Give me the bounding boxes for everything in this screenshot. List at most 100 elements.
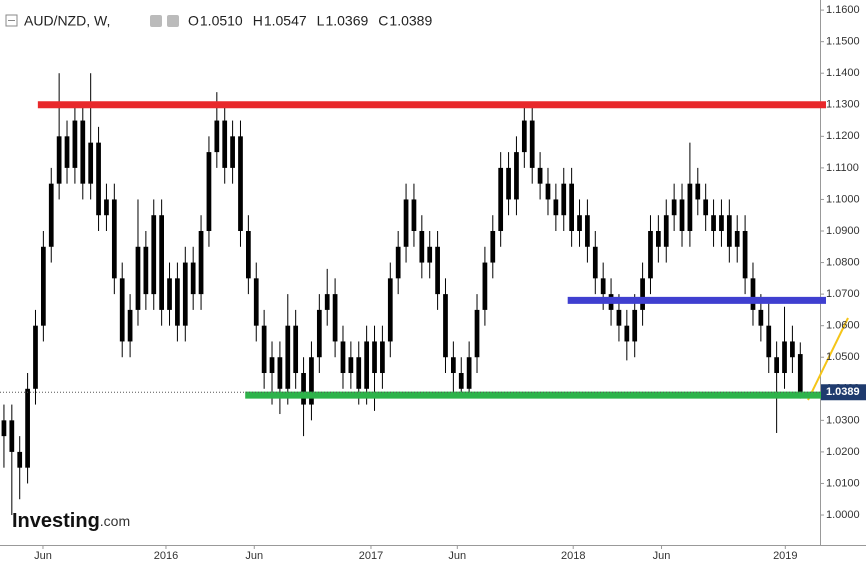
y-tick-label: 1.1000 bbox=[826, 193, 860, 205]
y-tick-label: 1.0600 bbox=[826, 320, 860, 332]
candle-body bbox=[537, 167, 543, 184]
candle-body bbox=[758, 309, 764, 326]
candle-body bbox=[443, 294, 448, 358]
candle-body bbox=[119, 278, 125, 342]
candle-body bbox=[340, 341, 346, 374]
candle-body bbox=[269, 357, 275, 374]
y-tick-label: 1.0900 bbox=[826, 225, 860, 237]
candle-body bbox=[569, 183, 574, 232]
candle-body bbox=[427, 246, 433, 263]
candle-body bbox=[506, 167, 511, 200]
candle-body bbox=[48, 183, 54, 247]
candle-body bbox=[695, 183, 701, 200]
candle-body bbox=[561, 183, 567, 216]
y-tick-label: 1.1100 bbox=[826, 162, 859, 174]
y-tick-label: 1.0500 bbox=[826, 351, 860, 363]
ohlc-value: 1.0510 bbox=[200, 13, 243, 29]
candle-body bbox=[648, 231, 653, 279]
candle-body bbox=[41, 246, 46, 326]
candle-body bbox=[750, 278, 756, 310]
candle-body bbox=[435, 246, 440, 295]
x-tick-label: 2017 bbox=[359, 550, 383, 562]
candle-body bbox=[246, 231, 251, 279]
candle-body bbox=[1, 420, 7, 437]
candle-body bbox=[719, 215, 724, 232]
candle-body bbox=[167, 278, 172, 310]
candle-body bbox=[17, 451, 23, 468]
x-tick-label: 2016 bbox=[154, 550, 178, 562]
candle-body bbox=[159, 215, 164, 310]
logo-suffix: .com bbox=[100, 513, 130, 529]
candle-body bbox=[316, 309, 322, 358]
symbol: AUD/NZD, W, bbox=[24, 13, 110, 29]
candle-body bbox=[742, 231, 748, 279]
candle-body bbox=[466, 357, 472, 389]
y-tick-label: 1.1200 bbox=[826, 130, 860, 142]
candle-body bbox=[104, 199, 109, 216]
candle-body bbox=[143, 246, 149, 295]
y-tick-label: 1.0000 bbox=[826, 509, 860, 521]
candle-body bbox=[679, 199, 685, 232]
y-tick-label: 1.0700 bbox=[826, 288, 860, 300]
x-tick-label: Jun bbox=[245, 550, 263, 562]
candle-body bbox=[514, 152, 519, 200]
y-tick-label: 1.0300 bbox=[826, 414, 860, 426]
y-tick-label: 1.0200 bbox=[826, 446, 860, 458]
candle-body bbox=[498, 167, 504, 232]
settings-icon[interactable] bbox=[167, 15, 179, 27]
candle-body bbox=[663, 215, 669, 247]
candle-body bbox=[222, 120, 228, 168]
candle-body bbox=[451, 357, 456, 374]
candle-body bbox=[182, 262, 188, 326]
eye-icon[interactable] bbox=[150, 15, 162, 27]
candle-body bbox=[151, 215, 157, 295]
logo: Investing.com bbox=[12, 510, 130, 532]
candle-body bbox=[348, 357, 354, 374]
candle-body bbox=[230, 136, 235, 168]
x-tick-label: 2018 bbox=[561, 550, 585, 562]
candle-body bbox=[190, 262, 196, 295]
trend-annotation bbox=[807, 317, 849, 401]
last-price-label: 1.0389 bbox=[826, 386, 860, 398]
candle-body bbox=[782, 341, 787, 374]
ohlc-label: H bbox=[253, 13, 263, 29]
candle-body bbox=[64, 136, 70, 168]
plot-area bbox=[1, 73, 803, 516]
candle-body bbox=[135, 246, 141, 310]
candle-body bbox=[411, 199, 417, 232]
candle-body bbox=[734, 231, 740, 247]
candle-body bbox=[395, 246, 401, 279]
candle-body bbox=[616, 309, 622, 326]
collapse-icon[interactable] bbox=[5, 14, 18, 27]
y-tick-label: 1.1300 bbox=[826, 99, 860, 111]
candle-body bbox=[364, 341, 369, 389]
candle-body bbox=[703, 199, 709, 216]
candle-body bbox=[198, 231, 204, 295]
candle-body bbox=[9, 420, 15, 452]
candle-body bbox=[600, 278, 606, 295]
candle-body bbox=[25, 388, 30, 468]
candle-body bbox=[72, 120, 78, 168]
candle-body bbox=[529, 120, 535, 168]
candle-body bbox=[545, 183, 551, 200]
y-tick-label: 1.0100 bbox=[826, 477, 860, 489]
candle-body bbox=[127, 309, 133, 342]
x-tick-label: Jun bbox=[653, 550, 671, 562]
candle-body bbox=[766, 325, 772, 358]
y-tick-label: 1.1400 bbox=[826, 67, 860, 79]
ohlc-value: 1.0389 bbox=[389, 13, 432, 29]
ohlc-label: O bbox=[188, 13, 199, 29]
logo-main: Investing bbox=[12, 510, 100, 532]
ohlc-label: L bbox=[317, 13, 325, 29]
candle-body bbox=[640, 278, 645, 310]
candle-body bbox=[88, 142, 94, 184]
candle-body bbox=[419, 231, 425, 263]
candle-body bbox=[711, 215, 716, 232]
candle-body bbox=[111, 199, 117, 279]
candle-body bbox=[490, 231, 496, 263]
candle-body bbox=[175, 278, 180, 326]
candle-body bbox=[214, 120, 220, 153]
candle-body bbox=[403, 199, 409, 247]
